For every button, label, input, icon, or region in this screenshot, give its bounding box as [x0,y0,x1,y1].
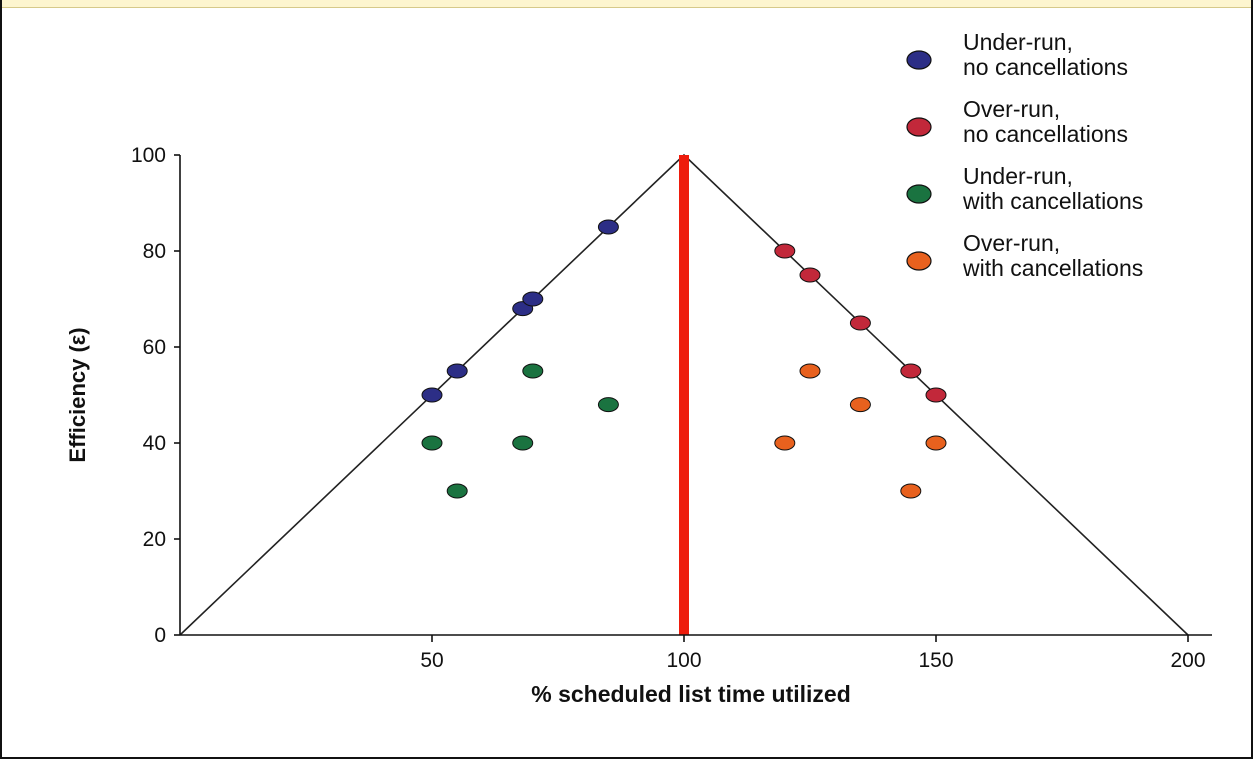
data-points [421,219,947,499]
point-series1-4 [925,387,947,403]
point-series2-3 [522,363,544,379]
y-tick-label-40: 40 [143,432,166,455]
point-series0-0 [421,387,443,403]
y-axis-title: Efficiency (ε) [65,327,90,462]
x-axis-title: % scheduled list time utilized [531,681,851,707]
point-series3-4 [925,435,947,451]
point-series3-3 [900,483,922,499]
y-tick-label-60: 60 [143,336,166,359]
reference-lines [179,153,1189,636]
point-series1-2 [849,315,871,331]
point-series3-2 [849,397,871,413]
x-tick-label-100: 100 [666,649,701,672]
legend-label-3: Over-run, with cancellations [962,230,1143,281]
point-series2-0 [421,435,443,451]
legend-marker-2 [906,184,932,204]
point-series1-3 [900,363,922,379]
x-tick-label-200: 200 [1170,649,1205,672]
point-series3-1 [799,363,821,379]
x-tick-label-50: 50 [420,649,443,672]
point-series2-4 [597,397,619,413]
legend-label-2: Under-run, with cancellations [962,163,1143,214]
y-tick-label-80: 80 [143,240,166,263]
y-tick-label-0: 0 [154,624,166,647]
legend-label-1: Over-run, no cancellations [963,96,1128,147]
point-series0-4 [597,219,619,235]
point-series1-0 [774,243,796,259]
y-tick-label-100: 100 [131,144,166,167]
point-series0-1 [446,363,468,379]
legend-marker-1 [906,117,932,137]
top-strip [2,0,1251,8]
point-series3-0 [774,435,796,451]
point-series2-1 [446,483,468,499]
point-series2-2 [512,435,534,451]
legend: Under-run, no cancellations Over-run, no ca… [906,29,1143,281]
legend-marker-3 [906,251,932,271]
point-series1-1 [799,267,821,283]
axes: 0 20 40 60 80 100 50 100 150 200 [131,144,1212,672]
x-tick-label-150: 150 [918,649,953,672]
point-series0-3 [522,291,544,307]
legend-marker-0 [906,50,932,70]
legend-label-0: Under-run, no cancellations [963,29,1128,80]
y-tick-label-20: 20 [143,528,166,551]
